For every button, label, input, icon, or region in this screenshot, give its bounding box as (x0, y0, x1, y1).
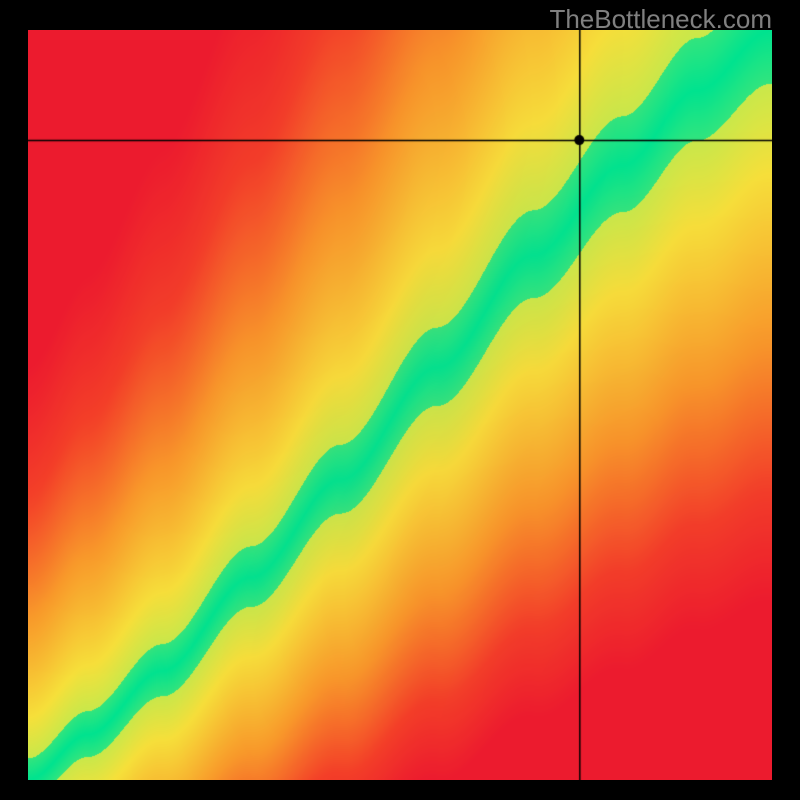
watermark-text: TheBottleneck.com (549, 4, 772, 35)
bottleneck-heatmap (28, 30, 772, 780)
chart-container: TheBottleneck.com (0, 0, 800, 800)
